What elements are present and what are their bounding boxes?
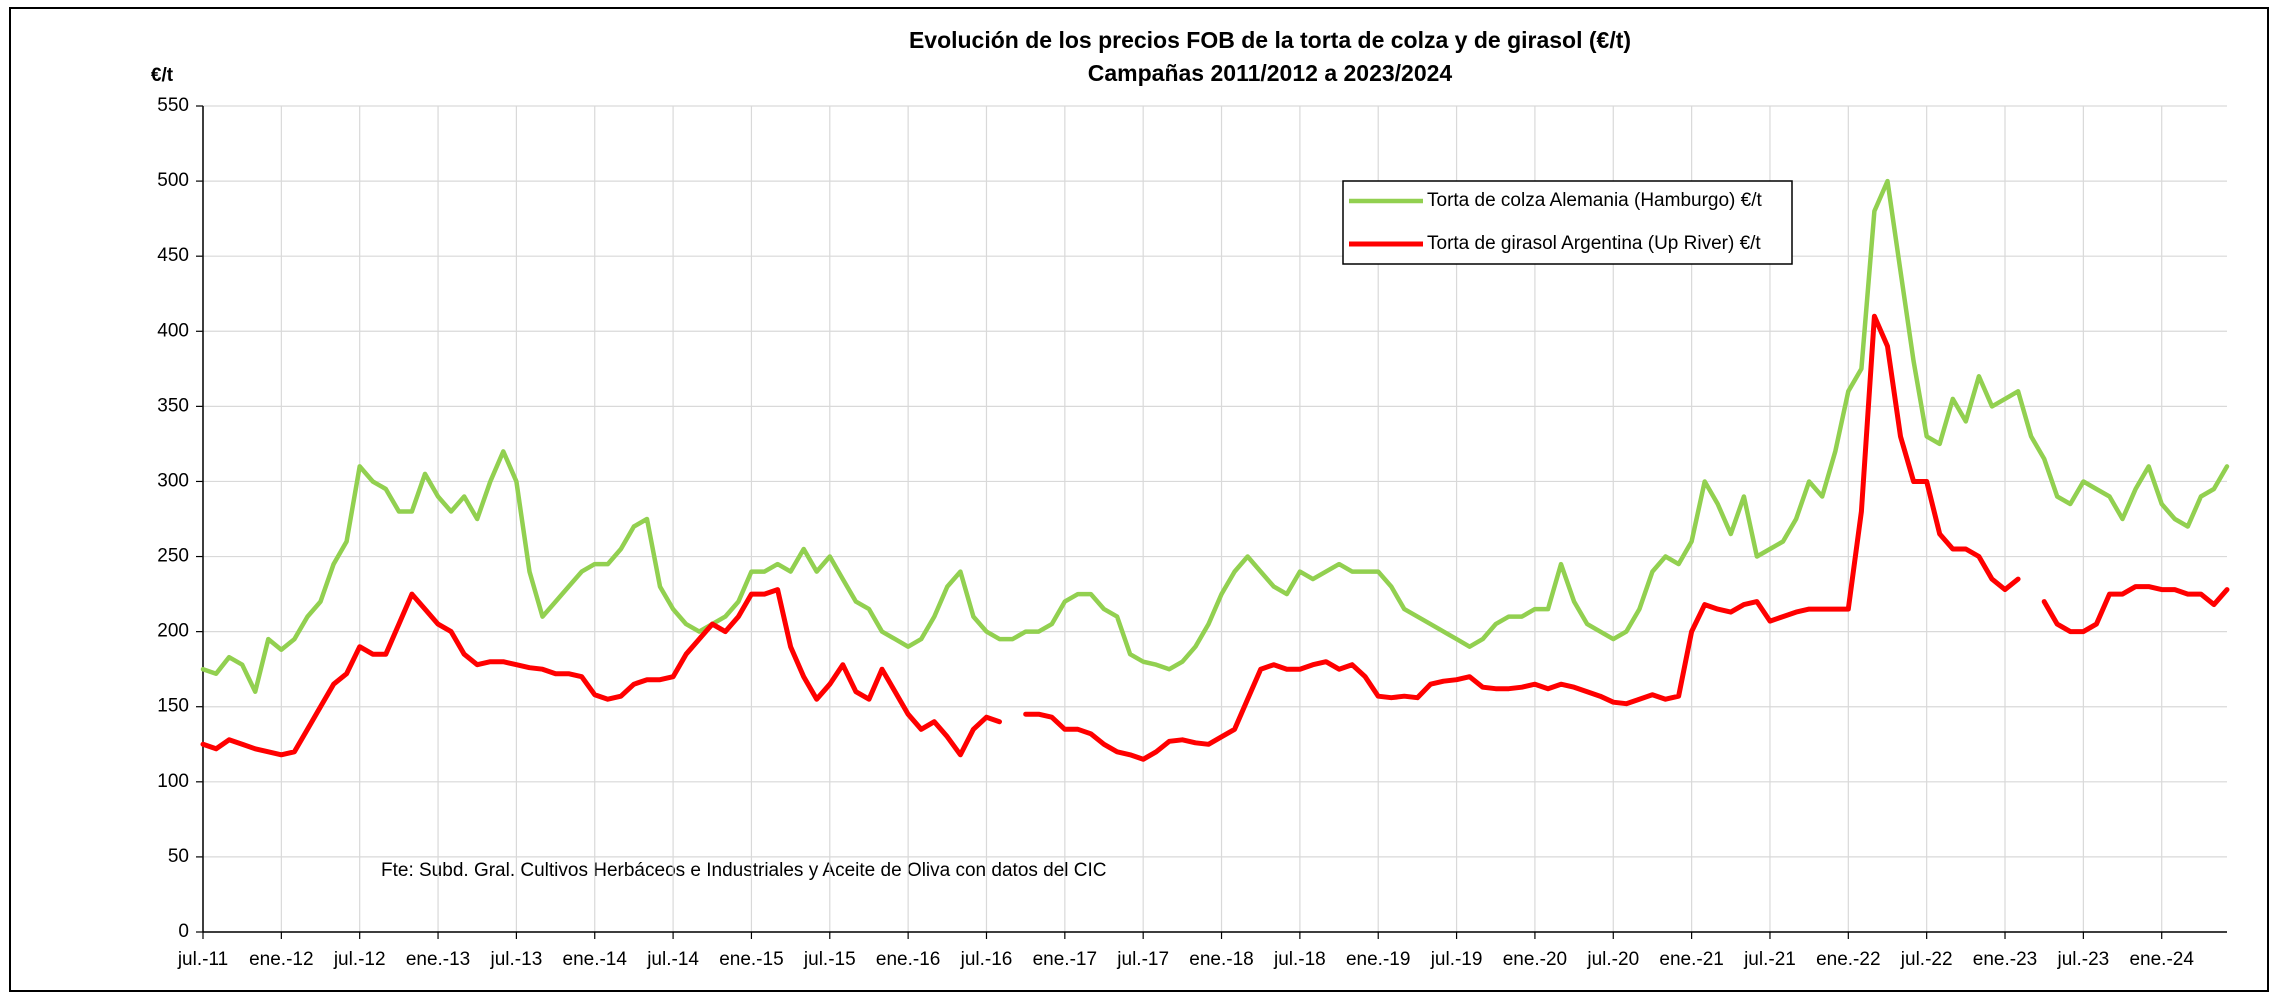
x-tick-label: ene.-19 xyxy=(1346,949,1410,970)
x-tick-label: jul.-20 xyxy=(1586,949,1639,970)
x-tick-label: ene.-13 xyxy=(406,949,470,970)
y-tick-label: 200 xyxy=(157,621,189,642)
y-tick-label: 500 xyxy=(157,170,189,191)
y-tick-label: 350 xyxy=(157,395,189,416)
y-tick-label: 0 xyxy=(178,921,189,942)
x-tick-label: jul.-19 xyxy=(1430,949,1483,970)
series-line xyxy=(200,178,2230,694)
chart-title: Evolución de los precios FOB de la torta… xyxy=(909,27,1631,53)
x-tick-label: ene.-21 xyxy=(1659,949,1723,970)
y-tick-label: 450 xyxy=(157,245,189,266)
x-tick-label: jul.-11 xyxy=(177,949,228,970)
source-note: Fte: Subd. Gral. Cultivos Herbáceos e In… xyxy=(381,860,1107,881)
x-tick-label: jul.-15 xyxy=(803,949,856,970)
y-tick-label: 300 xyxy=(157,470,189,491)
x-tick-label: ene.-17 xyxy=(1033,949,1097,970)
series-line xyxy=(200,313,2230,762)
x-tick-label: jul.-21 xyxy=(1743,949,1796,970)
x-tick-label: jul.-14 xyxy=(646,949,699,970)
x-tick-label: jul.-13 xyxy=(490,949,543,970)
lines xyxy=(200,178,2230,762)
y-tick-label: 100 xyxy=(157,771,189,792)
y-tick-label: 550 xyxy=(157,95,189,116)
x-tick-label: ene.-15 xyxy=(719,949,783,970)
x-tick-label: ene.-24 xyxy=(2129,949,2194,970)
x-tick-label: jul.-16 xyxy=(960,949,1013,970)
x-tick-label: ene.-23 xyxy=(1973,949,2037,970)
legend-label: Torta de girasol Argentina (Up River) €/… xyxy=(1427,233,1761,254)
x-tick-label: jul.-12 xyxy=(333,949,386,970)
y-axis-label: €/t xyxy=(151,65,174,86)
legend-box xyxy=(1342,180,1793,265)
x-tick-label: jul.-22 xyxy=(1900,949,1953,970)
x-tick-label: ene.-12 xyxy=(249,949,313,970)
x-tick-label: jul.-23 xyxy=(2056,949,2109,970)
x-tick-label: ene.-20 xyxy=(1503,949,1567,970)
x-tick-label: ene.-22 xyxy=(1816,949,1880,970)
y-tick-label: 50 xyxy=(168,846,189,867)
chart-subtitle: Campañas 2011/2012 a 2023/2024 xyxy=(1088,60,1453,86)
y-tick-label: 250 xyxy=(157,546,189,567)
x-tick-label: ene.-14 xyxy=(563,949,628,970)
x-tick-label: ene.-18 xyxy=(1189,949,1253,970)
x-tick-label: jul.-18 xyxy=(1273,949,1326,970)
legend-label: Torta de colza Alemania (Hamburgo) €/t xyxy=(1427,190,1762,211)
x-tick-label: jul.-17 xyxy=(1116,949,1169,970)
y-tick-label: 400 xyxy=(157,320,189,341)
grid xyxy=(196,105,2227,939)
y-tick-label: 150 xyxy=(157,696,189,717)
legend: Torta de colza Alemania (Hamburgo) €/t To… xyxy=(1342,180,1793,265)
x-tick-label: ene.-16 xyxy=(876,949,940,970)
chart-border xyxy=(9,7,2269,992)
